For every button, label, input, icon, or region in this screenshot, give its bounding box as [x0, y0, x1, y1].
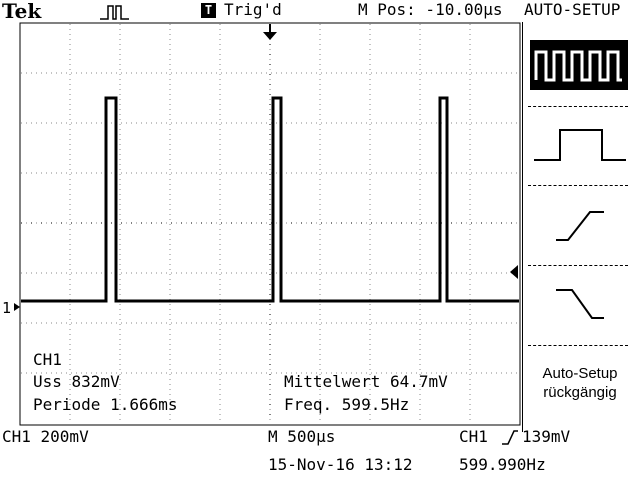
trigger-level: 139mV [522, 427, 571, 446]
graticule-frame [19, 22, 521, 426]
menu-title: AUTO-SETUP [524, 0, 621, 19]
measure-mittelwert: Mittelwert 64.7mV [284, 372, 448, 391]
rising-edge-icon [556, 211, 604, 241]
menu-button-rising-edge[interactable] [530, 198, 628, 253]
menu-button-undo-autosetup[interactable]: Auto-Setup rückgängig [524, 364, 636, 402]
ground-marker-arrow [14, 303, 20, 311]
ch1-waveform [21, 96, 519, 303]
side-menu [522, 22, 635, 432]
brand-logo: Tek [2, 0, 42, 23]
menu-button-multi-cycle[interactable] [530, 40, 628, 90]
ground-marker: 1 [2, 299, 12, 317]
trigger-level-marker [510, 265, 518, 279]
trigger-position-marker [263, 32, 277, 40]
menu-button-falling-edge[interactable] [530, 278, 628, 333]
ch1-scale: CH1 200mV [2, 427, 89, 446]
menu-button-single-cycle[interactable] [530, 118, 628, 173]
rising-trigger-slope-icon [502, 430, 518, 445]
pulse-trigger-icon [100, 5, 129, 20]
undo-label-line1: Auto-Setup [542, 365, 618, 382]
menu-divider [528, 345, 628, 346]
falling-edge-icon [556, 289, 604, 319]
multi-cycle-waveform-icon [534, 50, 622, 82]
timebase: M 500µs [268, 427, 336, 446]
trigger-status: Trig'd [224, 0, 282, 19]
single-cycle-waveform-icon [534, 129, 626, 161]
undo-label-line2: rückgängig [543, 384, 617, 401]
measure-periode: Periode 1.666ms [33, 395, 178, 414]
measure-channel: CH1 [33, 350, 62, 369]
menu-divider [528, 265, 628, 266]
menu-divider [528, 185, 628, 186]
horizontal-position: M Pos: -10.00µs [358, 0, 503, 19]
trigger-frequency: 599.990Hz [459, 455, 546, 474]
trigger-source: CH1 [459, 427, 488, 446]
trigger-badge: T [201, 3, 216, 18]
menu-divider [528, 106, 628, 107]
measure-uss: Uss 832mV [33, 372, 120, 391]
measure-freq: Freq. 599.5Hz [284, 395, 410, 414]
date-time: 15-Nov-16 13:12 [268, 455, 413, 474]
center-axis-ticks [21, 24, 519, 424]
